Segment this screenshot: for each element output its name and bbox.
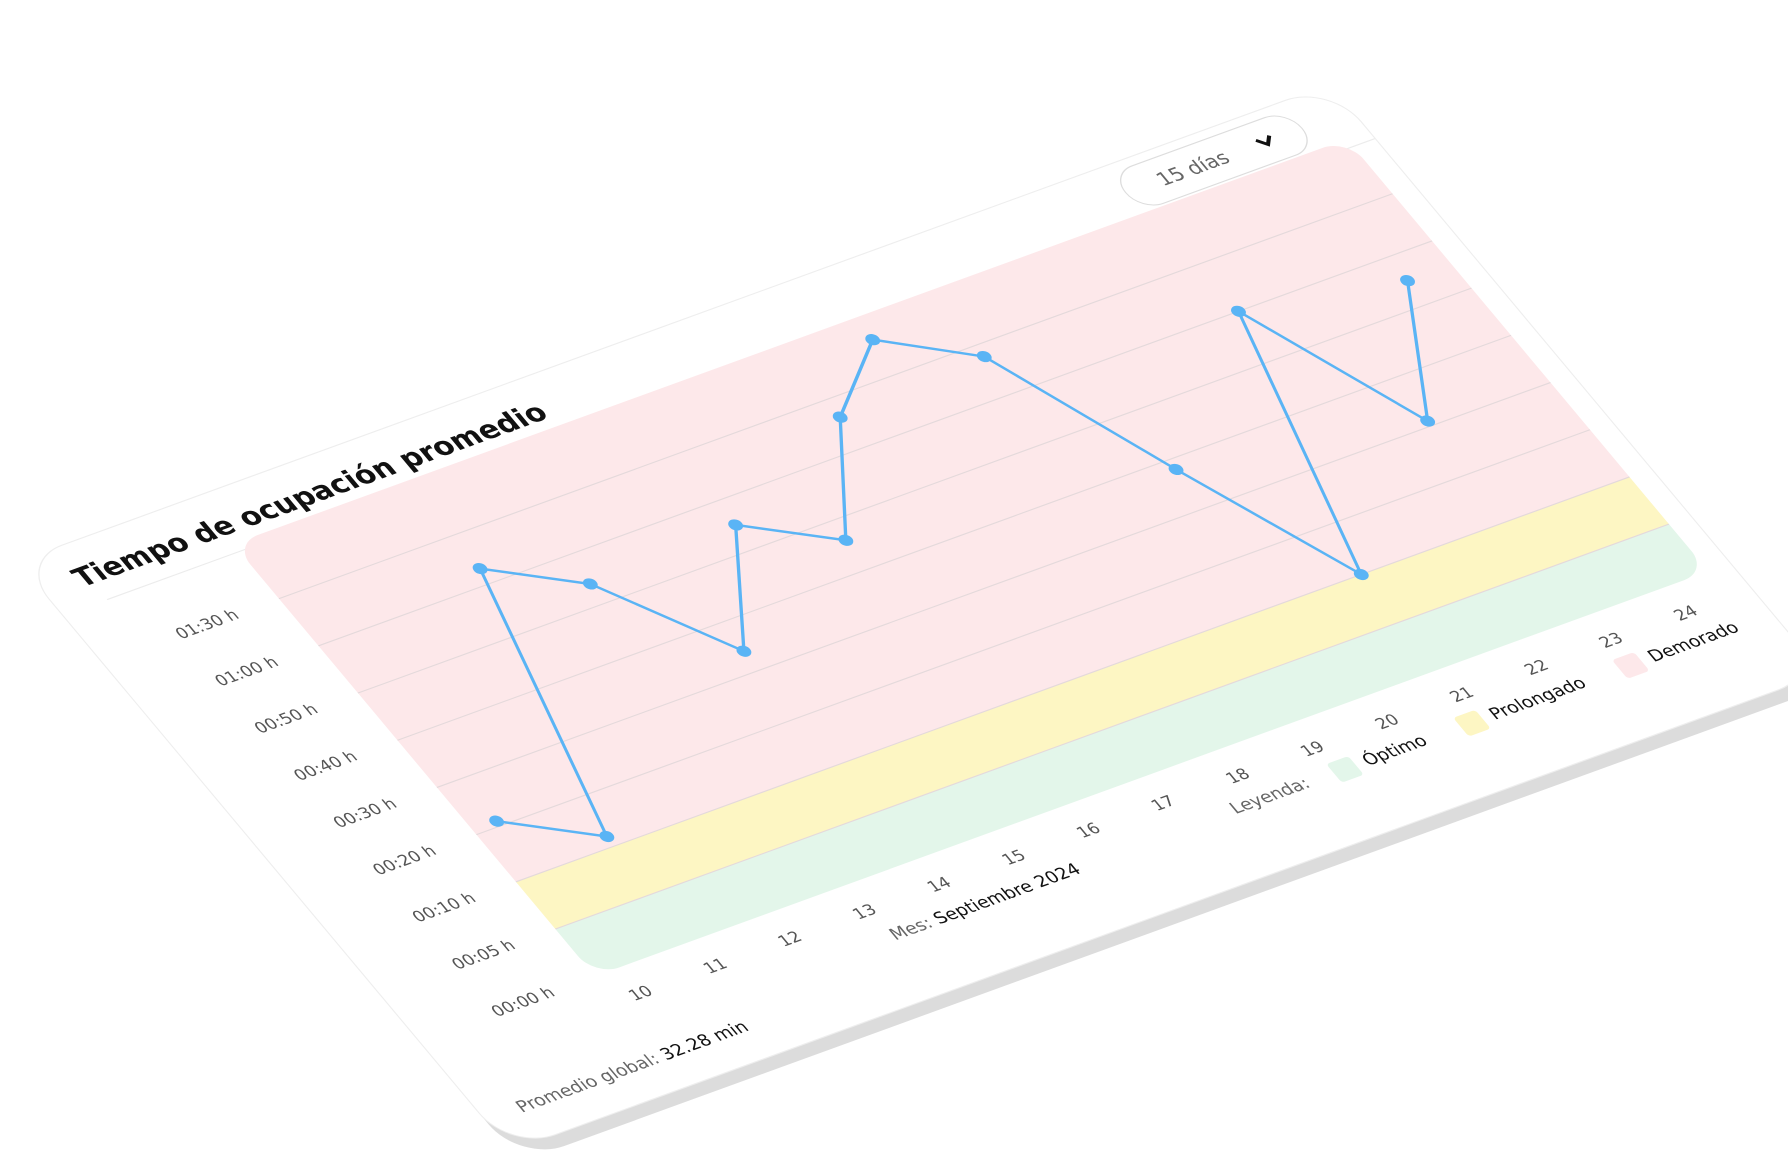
grid-line [396, 334, 1512, 741]
dropdown-box[interactable] [1110, 110, 1318, 212]
grid-line [475, 429, 1591, 836]
data-point [582, 578, 598, 590]
card: Tiempo de ocupación promedio 15 días 00:… [38, 96, 1788, 1150]
legend-swatch [1454, 710, 1490, 736]
data-point [736, 645, 752, 657]
data-point [865, 334, 881, 346]
grid-line [554, 523, 1670, 930]
band [555, 524, 1709, 977]
plot-area [233, 139, 1709, 977]
data-point [832, 411, 848, 423]
grid-line [357, 287, 1472, 694]
data-point [838, 534, 854, 546]
data-point [728, 519, 744, 531]
data-point [976, 350, 992, 363]
data-point [1231, 305, 1246, 317]
period-dropdown[interactable]: 15 días [1110, 110, 1318, 212]
data-point [489, 815, 505, 827]
band [515, 476, 1670, 930]
data-point [599, 830, 615, 843]
grid-line [436, 382, 1551, 788]
data-point [1420, 415, 1436, 427]
dropdown-chevron [1255, 135, 1272, 147]
data-point [472, 563, 488, 575]
grid-line [515, 476, 1630, 883]
legend-swatch [1327, 756, 1363, 782]
data-point [1353, 568, 1369, 581]
band [233, 139, 1630, 882]
grid-line [278, 193, 1394, 600]
data-point [1400, 275, 1415, 287]
data-point [1168, 463, 1184, 476]
grid-line [317, 240, 1433, 647]
legend-swatch [1613, 653, 1649, 678]
